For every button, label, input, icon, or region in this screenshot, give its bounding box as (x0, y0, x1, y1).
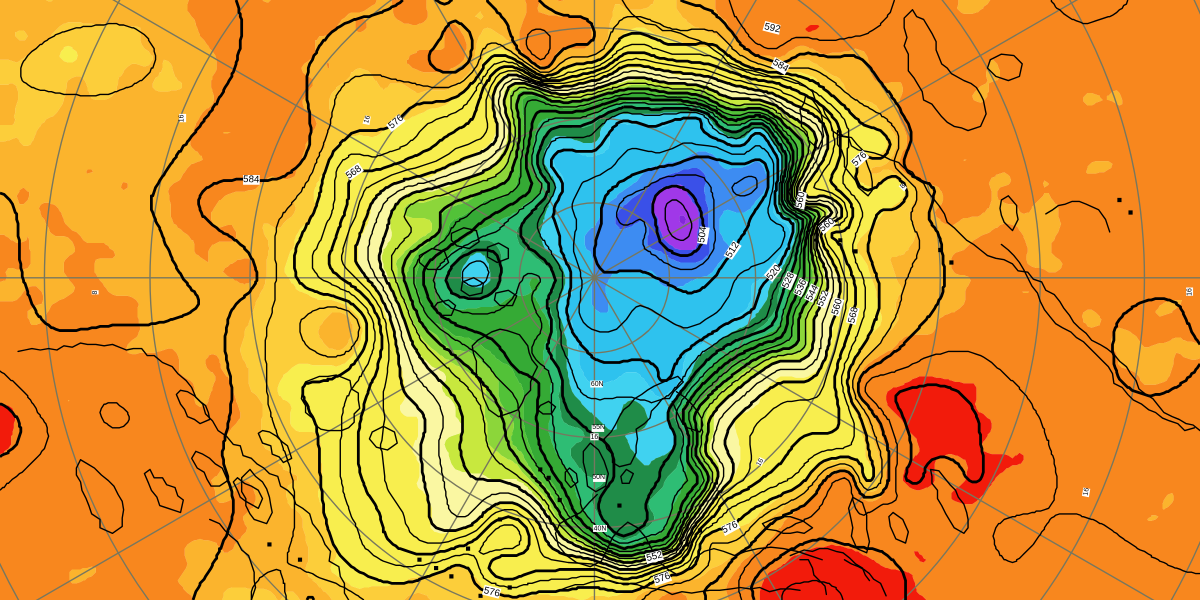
svg-text:16: 16 (1083, 487, 1091, 496)
svg-text:560: 560 (794, 190, 808, 209)
svg-text:584: 584 (243, 174, 260, 186)
svg-text:50N: 50N (592, 474, 605, 481)
svg-text:504: 504 (696, 225, 709, 243)
svg-text:16: 16 (363, 115, 372, 124)
svg-text:568: 568 (846, 306, 860, 324)
svg-text:8: 8 (899, 183, 907, 191)
svg-text:55N: 55N (592, 424, 605, 431)
svg-text:592: 592 (763, 21, 781, 35)
svg-text:576: 576 (483, 585, 501, 599)
svg-text:552: 552 (645, 549, 663, 564)
svg-text:16: 16 (178, 114, 185, 122)
svg-text:16: 16 (591, 434, 599, 441)
svg-text:60N: 60N (591, 381, 604, 388)
svg-text:16: 16 (1187, 288, 1194, 296)
svg-text:40N: 40N (594, 526, 607, 533)
svg-text:8: 8 (92, 290, 99, 294)
svg-text:16: 16 (755, 457, 765, 467)
svg-text:576: 576 (653, 570, 672, 586)
svg-text:560: 560 (830, 297, 845, 316)
